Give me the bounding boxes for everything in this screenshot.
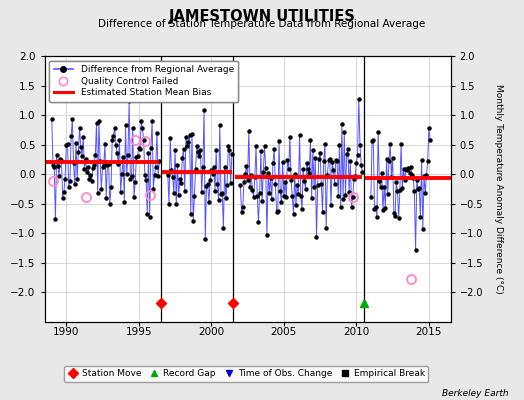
Text: Berkeley Earth: Berkeley Earth bbox=[442, 389, 508, 398]
Text: JAMESTOWN UTILITIES: JAMESTOWN UTILITIES bbox=[169, 9, 355, 24]
Text: 2010: 2010 bbox=[343, 327, 369, 337]
Text: 1995: 1995 bbox=[126, 327, 152, 337]
Text: 2015: 2015 bbox=[416, 327, 442, 337]
Legend: Difference from Regional Average, Quality Control Failed, Estimated Station Mean: Difference from Regional Average, Qualit… bbox=[49, 60, 238, 102]
Legend: Station Move, Record Gap, Time of Obs. Change, Empirical Break: Station Move, Record Gap, Time of Obs. C… bbox=[64, 366, 428, 382]
Text: 1990: 1990 bbox=[53, 327, 80, 337]
Y-axis label: Monthly Temperature Anomaly Difference (°C): Monthly Temperature Anomaly Difference (… bbox=[494, 84, 503, 294]
Text: 2005: 2005 bbox=[271, 327, 297, 337]
Text: Difference of Station Temperature Data from Regional Average: Difference of Station Temperature Data f… bbox=[99, 19, 425, 29]
Text: 2000: 2000 bbox=[198, 327, 224, 337]
